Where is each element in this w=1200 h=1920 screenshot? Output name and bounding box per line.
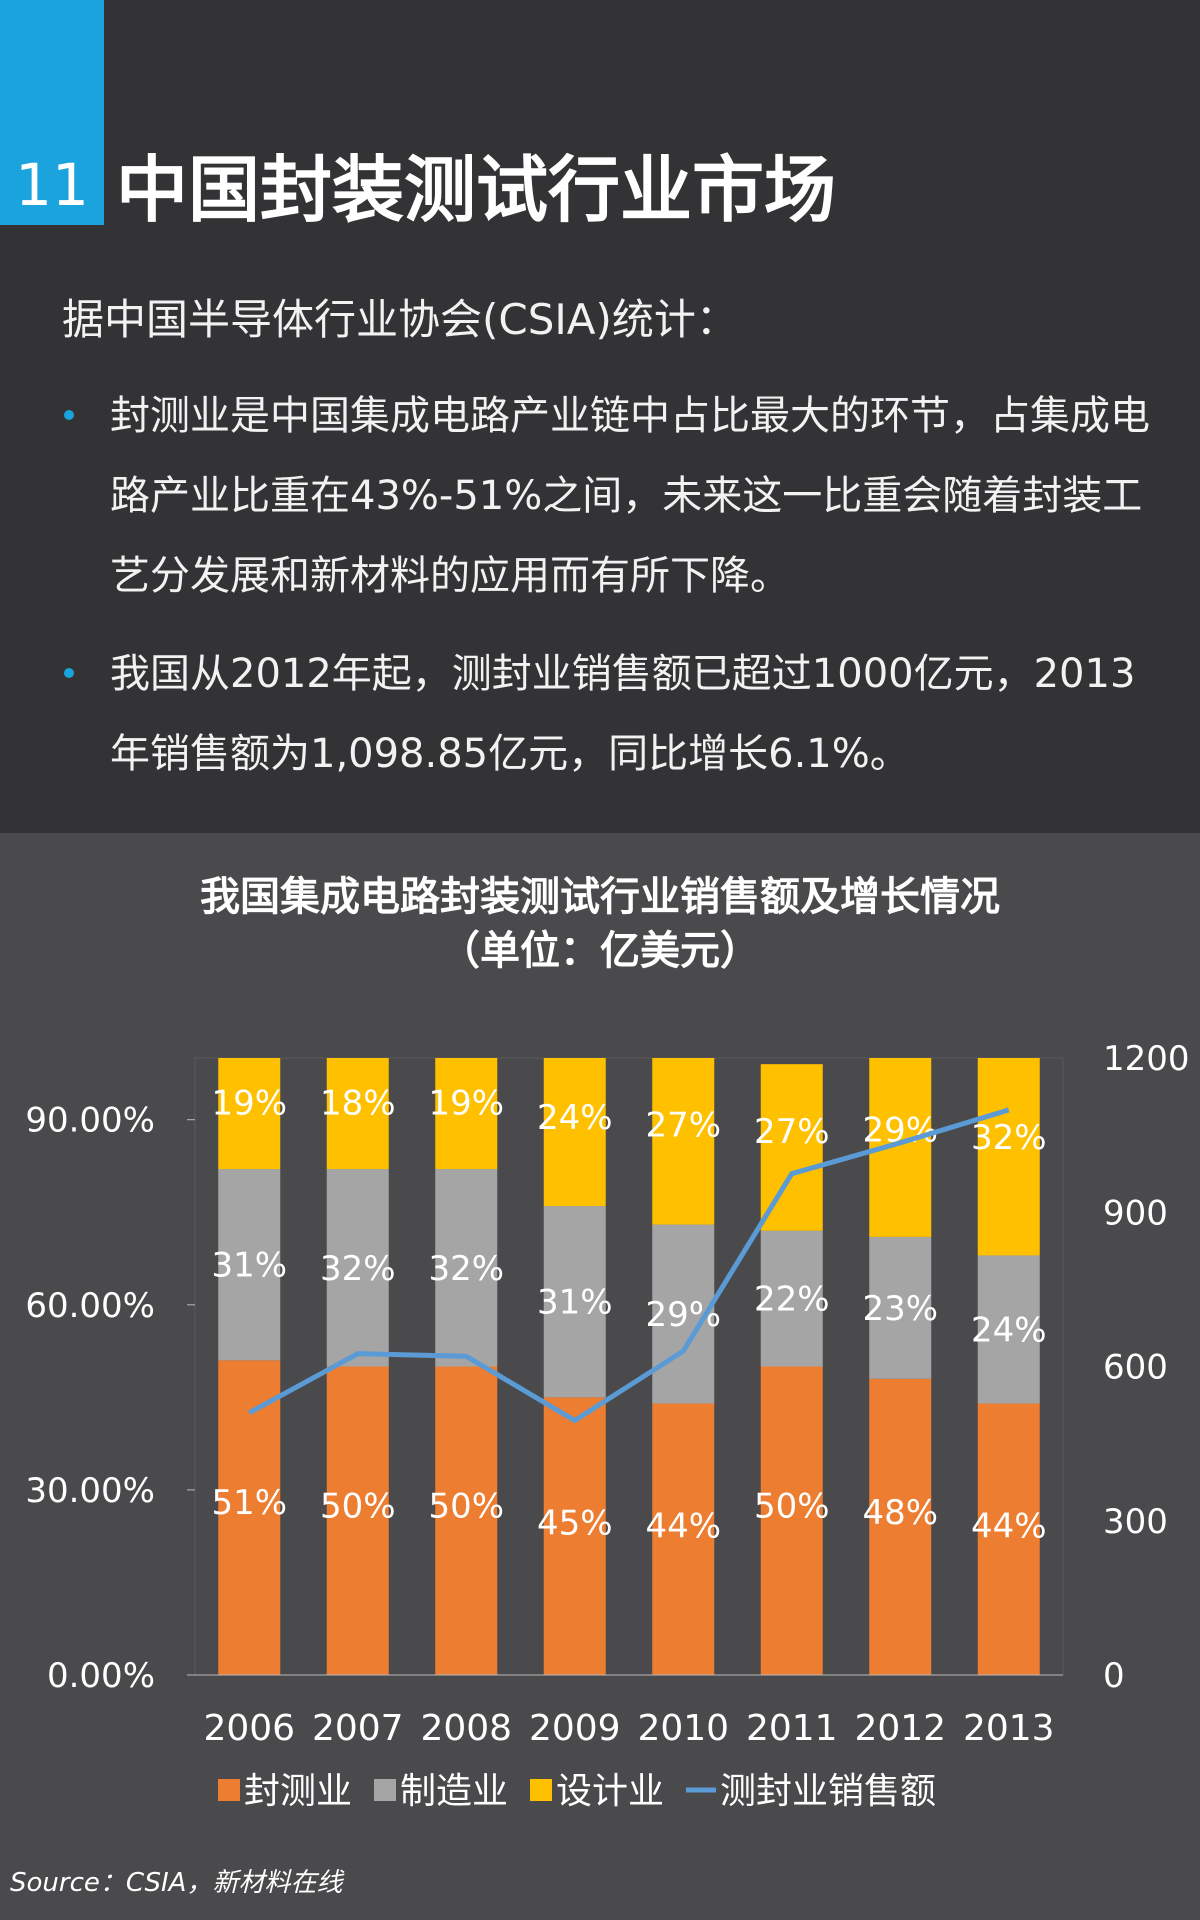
bar-segment <box>977 1403 1040 1675</box>
data-label: 32% <box>320 1249 396 1289</box>
data-label: 27% <box>645 1106 721 1146</box>
bar-segment <box>218 1169 281 1361</box>
bar-segment <box>977 1255 1040 1404</box>
bar-segment <box>543 1058 606 1207</box>
bar-segment <box>760 1230 823 1367</box>
bar-segment <box>435 1058 498 1170</box>
x-axis-tick-label: 2006 <box>203 1708 295 1749</box>
bar-segment <box>869 1378 932 1675</box>
chart-title-block: 我国集成电路封装测试行业销售额及增长情况 （单位：亿美元） <box>0 870 1200 978</box>
data-label: 50% <box>320 1486 396 1526</box>
bullet-text: 封测业是中国集成电路产业链中占比最大的环节，占集成电路产业比重在43%-51%之… <box>110 393 1150 599</box>
data-label: 32% <box>971 1118 1047 1158</box>
bar-segment <box>869 1236 932 1379</box>
data-label: 18% <box>320 1083 396 1123</box>
legend-label: 设计业 <box>556 1771 664 1812</box>
sales-line <box>248 1107 1010 1423</box>
page-title: 中国封装测试行业市场 <box>116 148 837 232</box>
legend-label: 测封业销售额 <box>720 1771 936 1812</box>
x-axis-tick-label: 2009 <box>529 1708 621 1749</box>
source-text: Source：CSIA，新材料在线 <box>10 1868 343 1898</box>
legend-swatch <box>374 1779 396 1801</box>
data-label: 19% <box>428 1083 504 1123</box>
data-label: 19% <box>211 1083 287 1123</box>
bar-segment <box>326 1169 389 1367</box>
right-axis-tick-label: 1200 <box>1103 1039 1190 1079</box>
right-axis-tick-label: 600 <box>1103 1348 1168 1388</box>
legend-swatch <box>218 1779 240 1801</box>
chart-subtitle: （单位：亿美元） <box>440 928 760 974</box>
bullet-dot-icon <box>64 668 74 678</box>
bar-segment <box>326 1366 389 1675</box>
data-label: 23% <box>862 1289 938 1329</box>
x-axis-tick-label: 2012 <box>854 1708 946 1749</box>
intro-text: 据中国半导体行业协会(CSIA)统计： <box>62 295 738 344</box>
left-axis-tick-label: 30.00% <box>25 1471 155 1511</box>
bar-segment <box>543 1397 606 1675</box>
bullet-item: 封测业是中国集成电路产业链中占比最大的环节，占集成电路产业比重在43%-51%之… <box>64 376 1150 616</box>
legend-swatch <box>530 1779 552 1801</box>
data-label: 22% <box>754 1280 830 1320</box>
x-axis-tick-label: 2010 <box>637 1708 729 1749</box>
data-label: 24% <box>537 1098 613 1138</box>
bullet-dot-icon <box>64 410 74 420</box>
data-label: 44% <box>645 1507 721 1547</box>
data-label: 44% <box>971 1507 1047 1547</box>
data-label: 27% <box>754 1112 830 1152</box>
data-label: 45% <box>537 1503 613 1543</box>
data-label: 31% <box>211 1246 287 1286</box>
x-axis-tick-label: 2008 <box>420 1708 512 1749</box>
data-label: 50% <box>428 1486 504 1526</box>
bar-segment <box>760 1366 823 1675</box>
bar-segment <box>326 1058 389 1170</box>
data-label: 51% <box>211 1483 287 1523</box>
data-label: 32% <box>428 1249 504 1289</box>
bar-segment <box>435 1366 498 1675</box>
bar-segment <box>218 1058 281 1170</box>
bar-segment <box>435 1169 498 1367</box>
x-axis-tick-label: 2013 <box>963 1708 1055 1749</box>
data-label: 50% <box>754 1486 830 1526</box>
bullet-item: 我国从2012年起，测封业销售额已超过1000亿元，2013年销售额为1,098… <box>64 634 1150 794</box>
bar-segment <box>652 1403 715 1675</box>
bar-segment <box>652 1058 715 1225</box>
right-axis-tick-label: 0 <box>1103 1656 1125 1696</box>
data-label: 48% <box>862 1493 938 1533</box>
bullet-text: 我国从2012年起，测封业销售额已超过1000亿元，2013年销售额为1,098… <box>110 651 1136 777</box>
bar-segment <box>543 1206 606 1398</box>
data-label: 31% <box>537 1283 613 1323</box>
x-axis-tick-label: 2007 <box>312 1708 404 1749</box>
data-label: 29% <box>645 1295 721 1335</box>
bar-segment <box>977 1058 1040 1256</box>
section-number-block: 11 <box>0 0 104 225</box>
right-axis-tick-label: 900 <box>1103 1193 1168 1233</box>
legend-label: 封测业 <box>244 1771 352 1812</box>
legend-label: 制造业 <box>400 1771 508 1812</box>
x-axis-tick-label: 2011 <box>746 1708 838 1749</box>
left-axis-tick-label: 0.00% <box>47 1656 155 1696</box>
left-axis-tick-label: 90.00% <box>25 1101 155 1141</box>
section-number: 11 <box>15 151 89 219</box>
right-axis-tick-label: 300 <box>1103 1502 1168 1542</box>
left-axis-tick-label: 60.00% <box>25 1286 155 1326</box>
header-section <box>0 0 1200 833</box>
chart-title: 我国集成电路封装测试行业销售额及增长情况 <box>200 874 1000 920</box>
data-label: 24% <box>971 1310 1047 1350</box>
